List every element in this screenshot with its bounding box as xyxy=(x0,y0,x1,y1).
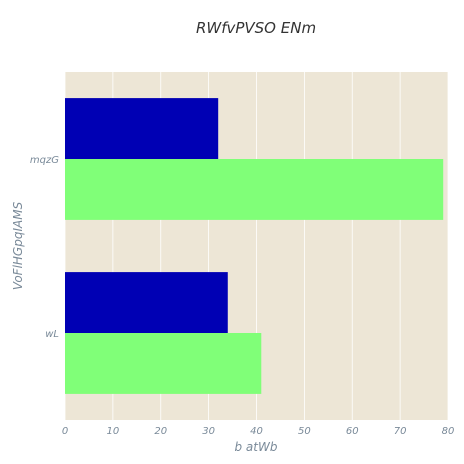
x-tick-label: 70 xyxy=(394,426,407,437)
x-tick-label: 80 xyxy=(442,426,455,437)
y-axis-label: VoFlHGpqIAMS xyxy=(11,201,25,290)
y-tick-label: wL xyxy=(45,329,59,340)
bar xyxy=(65,98,219,159)
chart-title: RWfvPVSO ENm xyxy=(196,19,316,37)
bar xyxy=(65,159,444,220)
x-axis-label: b atWb xyxy=(235,440,278,454)
x-ticks: 0 10 20 30 40 50 60 70 80 xyxy=(62,426,455,437)
y-tick-label: mqzG xyxy=(30,155,59,166)
x-tick-label: 30 xyxy=(202,426,215,437)
bar xyxy=(65,272,228,333)
x-tick-label: 20 xyxy=(154,426,167,437)
x-tick-label: 0 xyxy=(62,426,68,437)
y-ticks: mqzG wL xyxy=(30,155,59,340)
bar xyxy=(65,333,262,394)
x-tick-label: 40 xyxy=(250,426,263,437)
x-tick-label: 10 xyxy=(107,426,120,437)
x-tick-label: 60 xyxy=(346,426,359,437)
x-tick-label: 50 xyxy=(298,426,311,437)
bars xyxy=(65,98,444,394)
